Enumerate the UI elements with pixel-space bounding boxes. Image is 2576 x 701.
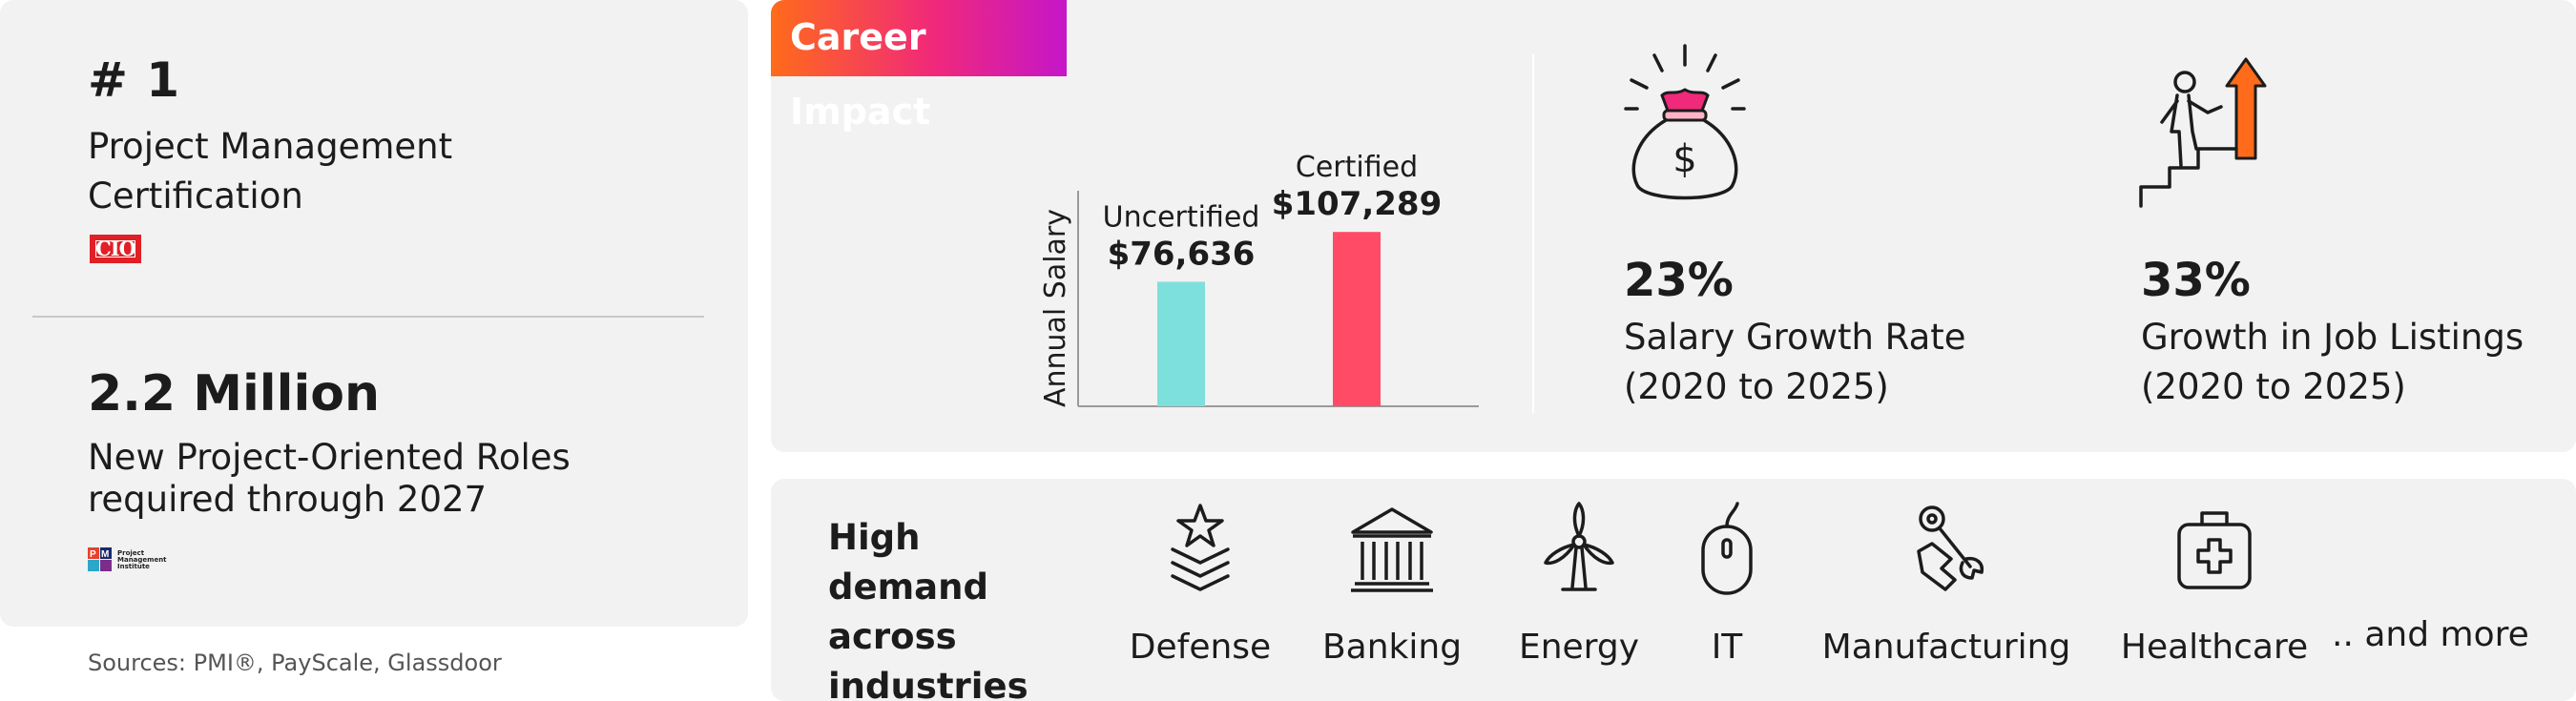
rank-description: Project Management Certification <box>88 126 453 216</box>
job-growth-percent: 33% <box>2141 254 2251 307</box>
roles-description: New Project-Oriented Roles required thro… <box>88 437 571 520</box>
pmi-word: Management <box>117 555 167 564</box>
industry-label: Manufacturing <box>1821 628 2071 667</box>
job-growth-description: Growth in Job Listings (2020 to 2025) <box>2141 317 2524 407</box>
computer-mouse-icon <box>1701 502 1753 595</box>
money-bag-icon: $ <box>1624 44 1746 200</box>
salary-bar-chart: Annual Salary Uncertified$76,636 Certified… <box>1039 151 1479 407</box>
svg-text:$: $ <box>1672 137 1696 181</box>
left-divider <box>32 316 704 318</box>
pmi-logo-icon: P M <box>88 547 112 571</box>
industry-banking: Banking <box>1297 500 1487 667</box>
industries-panel: High demand across industries Defense <box>771 479 2576 701</box>
wind-turbine-icon <box>1544 502 1614 591</box>
chart-value-label: $107,289 <box>1272 185 1443 223</box>
sources-note: Sources: PMI®, PayScale, Glassdoor <box>88 649 502 676</box>
salary-growth-percent: 23% <box>1624 254 1734 307</box>
pmi-logo: P M Project Management Institute <box>88 547 167 572</box>
industry-energy: Energy <box>1493 500 1665 667</box>
salary-growth-description: Salary Growth Rate (2020 to 2025) <box>1624 317 1966 407</box>
career-impact-tag: Career Impact <box>771 0 1067 133</box>
chart-category-label: Certified <box>1296 151 1418 184</box>
impact-divider <box>1532 53 1534 413</box>
chart-bar <box>1333 232 1381 406</box>
industry-healthcare: Healthcare <box>2100 500 2329 667</box>
first-aid-kit-icon <box>2177 511 2252 589</box>
chart-marks: Annual Salary Uncertified$76,636 Certified… <box>1039 151 1479 407</box>
left-summary-panel: # 1 Project Management Certification CIO… <box>0 0 748 627</box>
industry-label: IT <box>1711 628 1743 667</box>
rank-heading: # 1 <box>88 52 181 108</box>
industry-label: Energy <box>1518 628 1640 667</box>
bank-building-icon <box>1351 507 1433 592</box>
industry-defense: Defense <box>1105 500 1296 667</box>
cio-logo-text: CIO <box>95 237 136 260</box>
industry-it: IT <box>1670 500 1784 667</box>
industry-label: Defense <box>1129 628 1272 667</box>
svg-text:P: P <box>90 549 96 560</box>
cio-logo: CIO <box>90 235 141 263</box>
career-growth-stairs-icon <box>2139 57 2267 208</box>
svg-text:M: M <box>101 549 109 560</box>
industry-manufacturing: Manufacturing <box>1813 500 2080 667</box>
chart-y-axis-label: Annual Salary <box>1039 209 1072 407</box>
career-impact-panel: Career Impact Annual Salary Uncertified $7… <box>771 0 2576 452</box>
industries-heading: High demand across industries <box>828 517 1028 701</box>
pmi-word: Project <box>117 548 145 557</box>
chart-bar <box>1157 281 1205 406</box>
wrench-gear-hand-icon <box>1917 505 1984 591</box>
pmi-word: Institute <box>117 562 150 570</box>
chart-value-label: $76,636 <box>1108 235 1256 273</box>
roles-heading: 2.2 Million <box>88 365 381 423</box>
chart-category-label: Uncertified <box>1103 200 1260 234</box>
industry-label: Healthcare <box>2120 628 2309 667</box>
star-chevron-icon <box>1171 504 1230 591</box>
and-more-label: .. and more <box>2332 615 2529 654</box>
pmi-logo-words: Project Management Institute <box>117 548 167 570</box>
industry-label: Banking <box>1321 628 1463 667</box>
